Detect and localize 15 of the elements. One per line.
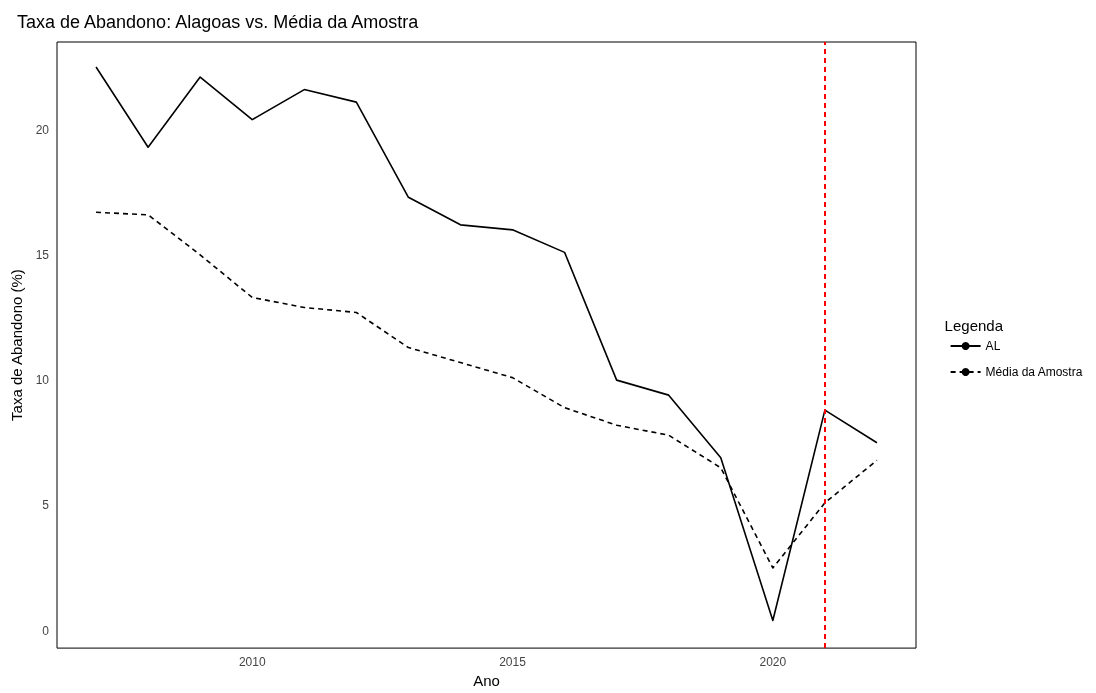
- y-axis-title: Taxa de Abandono (%): [8, 269, 25, 421]
- legend-label: Média da Amostra: [985, 365, 1083, 379]
- x-tick-label: 2010: [238, 655, 266, 670]
- line-series: [95, 66, 878, 622]
- y-tick-label: 10: [35, 373, 50, 388]
- x-axis-title: Ano: [473, 672, 500, 689]
- chart-title: Taxa de Abandono: Alagoas vs. Média da Amostra: [17, 12, 420, 32]
- legend-title: Legenda: [944, 317, 1004, 334]
- y-tick-label: 15: [35, 247, 50, 262]
- y-tick-label: 0: [42, 623, 50, 638]
- y-tick-label: 20: [35, 122, 50, 137]
- x-tick-label: 2020: [759, 655, 787, 670]
- x-tick-label: 2015: [499, 655, 527, 670]
- y-tick-label: 5: [42, 498, 50, 513]
- legend-label: AL: [985, 339, 1001, 353]
